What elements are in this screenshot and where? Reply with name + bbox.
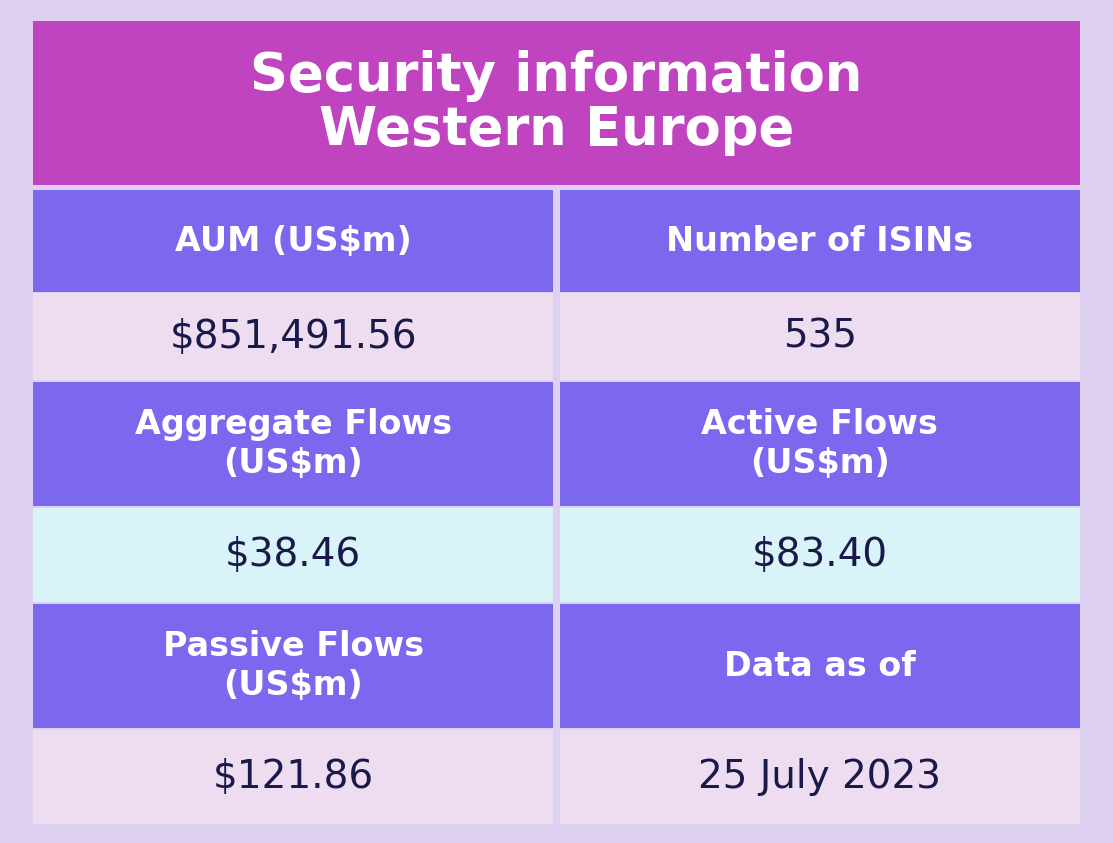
Bar (560, 604, 1080, 728)
Bar (33, 508, 553, 603)
Text: $851,491.56: $851,491.56 (169, 318, 417, 356)
Text: $38.46: $38.46 (225, 536, 362, 574)
Bar (33, 604, 553, 728)
Bar (33, 293, 553, 380)
Text: 25 July 2023: 25 July 2023 (698, 758, 942, 796)
Bar (560, 730, 1080, 824)
Text: Western Europe: Western Europe (319, 105, 794, 156)
Bar (33, 21, 1080, 185)
Bar (560, 382, 1080, 507)
Text: $83.40: $83.40 (751, 536, 888, 574)
Bar (560, 293, 1080, 380)
Bar (33, 190, 553, 292)
Text: Number of ISINs: Number of ISINs (667, 224, 973, 258)
Text: Data as of: Data as of (723, 650, 916, 683)
Text: Passive Flows
(US$m): Passive Flows (US$m) (162, 630, 424, 702)
Bar (560, 508, 1080, 603)
Text: Security information: Security information (250, 51, 863, 102)
Text: Aggregate Flows
(US$m): Aggregate Flows (US$m) (135, 408, 452, 481)
Text: $121.86: $121.86 (213, 758, 374, 796)
Bar (33, 730, 553, 824)
Text: Active Flows
(US$m): Active Flows (US$m) (701, 408, 938, 481)
Text: AUM (US$m): AUM (US$m) (175, 224, 412, 258)
Text: 535: 535 (782, 318, 857, 356)
Bar (33, 382, 553, 507)
Bar (560, 190, 1080, 292)
